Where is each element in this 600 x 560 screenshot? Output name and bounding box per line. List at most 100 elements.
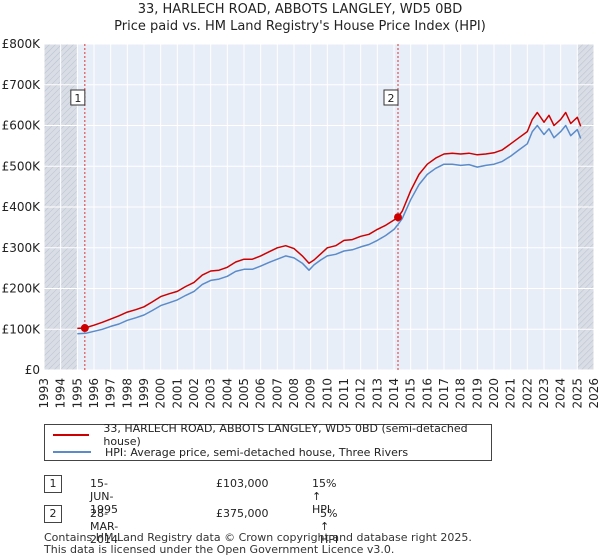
sale-point <box>394 213 402 222</box>
x-tick-label: 2013 <box>370 378 384 409</box>
chart-title-line1: 33, HARLECH ROAD, ABBOTS LANGLEY, WD5 0B… <box>137 2 463 17</box>
transaction-date: 15-JUN-1995 <box>90 477 118 516</box>
hatch-line <box>577 339 595 357</box>
legend-line-blue <box>53 451 91 453</box>
hatch-line <box>577 63 595 81</box>
legend-item-property: 33, HARLECH ROAD, ABBOTS LANGLEY, WD5 0B… <box>53 422 491 448</box>
y-tick-label: £300K <box>2 241 42 255</box>
hatch-line <box>577 219 595 237</box>
hatch-line <box>577 171 595 189</box>
price-chart: £0 £100K £200K £300K £400K £500K £600K £700K £80… <box>2 37 600 409</box>
hatch-line <box>577 75 595 93</box>
hatch-line <box>43 43 51 51</box>
hatch-line <box>587 363 595 371</box>
hatch-line <box>577 279 595 297</box>
hatch-line <box>577 243 595 261</box>
x-tick-label: 2006 <box>254 378 268 409</box>
sale-label: 2 <box>388 92 395 105</box>
hatch-line <box>43 43 63 63</box>
hatch-line <box>577 45 595 63</box>
hatch-line <box>577 195 595 213</box>
x-tick-label: 1995 <box>70 378 84 409</box>
x-tick-label: 2018 <box>454 378 468 409</box>
hatch-line <box>577 159 595 177</box>
x-tick-label: 2026 <box>587 378 600 409</box>
series-line <box>77 111 582 330</box>
y-tick-label: £100K <box>2 322 42 336</box>
transaction-price: £375,000 <box>216 507 269 520</box>
hatch-line <box>577 333 595 351</box>
sale-point <box>80 324 89 333</box>
x-tick-label: 1999 <box>137 378 151 409</box>
y-tick-label: £500K <box>2 159 42 173</box>
series-line <box>77 124 582 335</box>
y-tick-label: £400K <box>2 200 42 214</box>
x-tick-label: 2023 <box>537 378 551 409</box>
hatch-line <box>577 147 595 165</box>
x-tick-label: 2025 <box>570 378 584 409</box>
transaction-price: £103,000 <box>216 477 269 490</box>
hatch-line <box>577 165 595 183</box>
legend-label-hpi: HPI: Average price, semi-detached house,… <box>105 445 409 459</box>
x-tick-label: 2015 <box>404 378 418 409</box>
hatch-line <box>577 201 595 219</box>
x-tick-label: 1996 <box>87 378 101 409</box>
transaction-badge: 2 <box>44 505 62 523</box>
x-tick-label: 2010 <box>320 378 334 409</box>
hatch-line <box>59 352 78 371</box>
hatch-line <box>577 273 595 291</box>
x-tick-label: 2016 <box>420 378 434 409</box>
hatch-line <box>577 255 595 273</box>
hatch-line <box>577 153 595 171</box>
x-tick-label: 2002 <box>187 378 201 409</box>
hatch-line <box>65 358 78 371</box>
x-tick-label: 2007 <box>270 378 284 409</box>
x-tick-label: 2020 <box>487 378 501 409</box>
footer-licence: This data is licensed under the Open Gov… <box>44 543 395 556</box>
x-tick-label: 2014 <box>387 378 401 409</box>
hatch-line <box>577 43 584 51</box>
hatch-line <box>577 141 595 159</box>
y-tick-label: £600K <box>2 119 42 133</box>
hatch-line <box>577 183 595 201</box>
hatch-line <box>581 357 595 371</box>
x-tick-label: 2008 <box>287 378 301 409</box>
hatch-line <box>577 87 595 105</box>
hatch-line <box>47 340 78 371</box>
hatch-line <box>577 351 595 369</box>
x-tick-label: 2021 <box>504 378 518 409</box>
hatch-line <box>577 345 595 363</box>
hatch-line <box>577 69 595 87</box>
x-tick-label: 2012 <box>354 378 368 409</box>
x-tick-label: 2004 <box>220 378 234 409</box>
hatch-line <box>577 267 595 285</box>
y-tick-label: £0 <box>25 363 40 377</box>
y-tick-label: £800K <box>2 37 42 51</box>
transaction-hpi: 5% ↑ HPI <box>320 507 339 546</box>
hatch-line <box>577 105 595 123</box>
legend-line-red <box>53 434 90 436</box>
hatch-line <box>577 297 595 315</box>
hatch-line <box>577 291 595 309</box>
x-tick-label: 1998 <box>120 378 134 409</box>
y-tick-label: £700K <box>2 78 42 92</box>
transaction-hpi: 15% ↑ HPI <box>312 477 337 516</box>
hatch-line <box>577 231 595 249</box>
x-tick-label: 2022 <box>520 378 534 409</box>
y-tick-label: £200K <box>2 282 42 296</box>
hatch-line <box>577 135 595 153</box>
hatch-line <box>577 177 595 195</box>
legend-item-hpi: HPI: Average price, semi-detached house,… <box>53 444 408 460</box>
transaction-badge: 1 <box>44 475 62 493</box>
hatch-line <box>577 43 590 57</box>
hatch-line <box>43 43 69 69</box>
hatch-line <box>71 364 78 371</box>
sale-label-box <box>383 89 399 106</box>
hatch-line <box>577 237 595 255</box>
footer-copyright: Contains HM Land Registry data © Crown c… <box>44 531 472 544</box>
hatch-line <box>577 57 595 75</box>
hatch-line <box>577 189 595 207</box>
x-tick-label: 2000 <box>154 378 168 409</box>
hatch-line <box>43 43 57 57</box>
hatch-line <box>577 93 595 111</box>
